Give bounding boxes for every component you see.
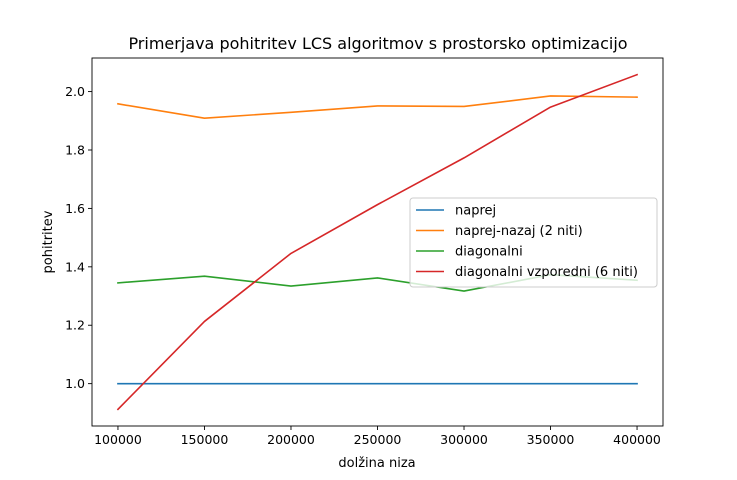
x-axis-label: dolžina niza [338, 456, 415, 471]
y-tick-label: 2.0 [65, 84, 85, 99]
y-axis: 1.0 1.2 1.4 1.6 1.8 2.0 [65, 84, 92, 391]
legend-box [409, 197, 658, 288]
x-tick-label: 400000 [613, 432, 661, 447]
y-tick-label: 1.8 [65, 143, 85, 158]
legend-label-3: diagonalni [455, 245, 523, 260]
x-tick-label: 250000 [354, 432, 402, 447]
legend: naprej naprej-nazaj (2 niti) diagonalni dia… [409, 197, 658, 288]
series-line-2 [117, 95, 638, 119]
y-tick-label: 1.2 [65, 318, 85, 333]
x-axis: 100000 150000 200000 250000 300000 350000 4000… [94, 426, 661, 447]
x-tick-label: 350000 [527, 432, 575, 447]
legend-label-4: diagonalni vzporedni (6 niti) [455, 265, 638, 280]
chart-title: Primerjava pohitritev LCS algoritmov s p… [128, 34, 627, 53]
plot-area: 100000 150000 200000 250000 300000 350000 4000… [65, 57, 664, 447]
x-tick-label: 200000 [267, 432, 315, 447]
series-layer [116, 73, 639, 411]
series-line-4 [116, 73, 639, 411]
x-tick-label: 300000 [440, 432, 488, 447]
legend-label-2: naprej-nazaj (2 niti) [455, 224, 583, 239]
y-tick-label: 1.6 [65, 201, 85, 216]
y-axis-label: pohitritev [41, 210, 56, 273]
legend-label-1: naprej [455, 204, 496, 219]
y-tick-label: 1.0 [65, 376, 85, 391]
y-tick-label: 1.4 [65, 259, 85, 274]
x-tick-label: 150000 [181, 432, 229, 447]
x-tick-label: 100000 [94, 432, 142, 447]
